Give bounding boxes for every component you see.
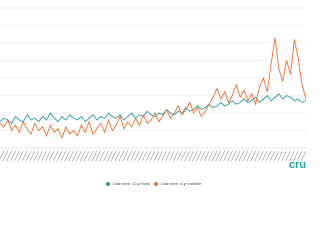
x-tick-label-placeholder bbox=[10, 150, 16, 162]
legend-marker bbox=[106, 182, 110, 186]
x-tick-label-placeholder bbox=[223, 150, 229, 162]
x-tick-label-placeholder bbox=[153, 150, 160, 162]
x-tick-label-placeholder bbox=[289, 150, 295, 162]
x-tick-label-placeholder bbox=[296, 150, 303, 162]
x-tick-label-placeholder bbox=[118, 150, 125, 162]
x-tick-label-placeholder bbox=[219, 150, 225, 162]
x-tick-label-placeholder bbox=[258, 150, 264, 162]
x-tick-label-placeholder bbox=[157, 150, 163, 162]
x-tick-label-placeholder bbox=[45, 150, 51, 162]
x-tick-label-placeholder bbox=[14, 150, 20, 162]
x-tick-label-placeholder bbox=[176, 150, 183, 162]
x-tick-label-placeholder bbox=[17, 150, 24, 162]
x-tick-label-placeholder bbox=[141, 150, 148, 162]
x-tick-label-placeholder bbox=[203, 150, 210, 162]
x-tick-label-placeholder bbox=[91, 150, 98, 162]
x-tick-label-placeholder bbox=[250, 150, 256, 162]
x-tick-label-placeholder bbox=[114, 150, 121, 162]
x-tick-label-placeholder bbox=[107, 150, 113, 162]
x-tick-label-placeholder bbox=[199, 150, 206, 162]
x-tick-label-placeholder bbox=[149, 150, 156, 162]
x-tick-label-placeholder bbox=[41, 150, 47, 162]
x-tick-label-placeholder bbox=[2, 150, 9, 162]
x-tick-label-placeholder bbox=[134, 150, 140, 162]
x-tick-label-placeholder bbox=[110, 150, 117, 162]
series-line bbox=[0, 93, 306, 125]
x-tick-label-placeholder bbox=[246, 150, 253, 162]
x-tick-label-placeholder bbox=[126, 150, 133, 162]
x-tick-label-placeholder bbox=[72, 150, 78, 162]
x-tick-label-placeholder bbox=[242, 150, 249, 162]
x-tick-label-placeholder bbox=[138, 150, 144, 162]
x-tick-label-placeholder bbox=[165, 150, 171, 162]
x-tick-label-placeholder bbox=[168, 150, 175, 162]
x-tick-label-placeholder bbox=[234, 150, 241, 162]
x-tick-label-placeholder bbox=[207, 150, 214, 162]
x-tick-label-placeholder bbox=[130, 150, 136, 162]
x-tick-label-placeholder bbox=[227, 150, 233, 162]
x-tick-label-placeholder bbox=[230, 150, 237, 162]
x-tick-label-placeholder bbox=[56, 150, 63, 162]
x-tick-label-placeholder bbox=[300, 150, 306, 162]
x-tick-label-placeholder bbox=[48, 150, 55, 162]
x-tick-label-placeholder bbox=[196, 150, 202, 162]
x-tick-label-placeholder bbox=[29, 150, 36, 162]
x-tick-label-placeholder bbox=[285, 150, 291, 162]
x-tick-label-placeholder bbox=[269, 150, 276, 162]
x-tick-label-placeholder bbox=[68, 150, 74, 162]
x-tick-label-placeholder bbox=[64, 150, 71, 162]
x-tick-label-placeholder bbox=[265, 150, 272, 162]
x-tick-label-placeholder bbox=[277, 150, 284, 162]
x-tick-label-placeholder bbox=[52, 150, 59, 162]
x-tick-label-placeholder bbox=[273, 150, 280, 162]
x-tick-label-placeholder bbox=[180, 150, 187, 162]
x-tick-label-placeholder bbox=[281, 150, 287, 162]
legend-label: Loan term: 10-yr fixed bbox=[113, 182, 150, 186]
chart: cru Loan term: 10-yr fixed Loan term: 5-y… bbox=[0, 7, 306, 186]
x-tick-label-placeholder bbox=[188, 150, 194, 162]
x-tick-label-placeholder bbox=[211, 150, 218, 162]
x-tick-label-placeholder bbox=[103, 150, 109, 162]
x-tick-label-placeholder bbox=[6, 150, 12, 162]
x-tick-label-placeholder bbox=[79, 150, 86, 162]
x-tick-label-placeholder bbox=[238, 150, 245, 162]
x-tick-label-placeholder bbox=[172, 150, 179, 162]
x-tick-label-placeholder bbox=[0, 150, 5, 160]
x-tick-label-placeholder bbox=[145, 150, 152, 162]
legend-marker bbox=[154, 182, 158, 186]
x-tick-label-placeholder bbox=[184, 150, 191, 162]
x-tick-label-placeholder bbox=[161, 150, 167, 162]
x-tick-label-placeholder bbox=[87, 150, 94, 162]
x-tick-label-placeholder bbox=[215, 150, 222, 162]
x-tick-label-placeholder bbox=[99, 150, 105, 162]
logo: cru bbox=[289, 159, 306, 171]
x-tick-label-placeholder bbox=[76, 150, 82, 162]
x-tick-label-placeholder bbox=[33, 150, 40, 162]
x-tick-label-placeholder bbox=[25, 150, 32, 162]
x-tick-label-placeholder bbox=[83, 150, 90, 162]
x-tick-label-placeholder bbox=[192, 150, 198, 162]
x-tick-label-placeholder bbox=[254, 150, 260, 162]
x-tick-label-placeholder bbox=[261, 150, 268, 162]
x-tick-label-placeholder bbox=[292, 150, 299, 162]
x-tick-label-placeholder bbox=[95, 150, 102, 162]
x-tick-label-placeholder bbox=[37, 150, 43, 162]
x-tick-label-placeholder bbox=[60, 150, 67, 162]
x-tick-label-placeholder bbox=[21, 150, 28, 162]
legend-label: Loan term: 5-yr variable bbox=[161, 182, 201, 186]
x-tick-label-placeholder bbox=[122, 150, 129, 162]
series-line bbox=[0, 37, 306, 139]
